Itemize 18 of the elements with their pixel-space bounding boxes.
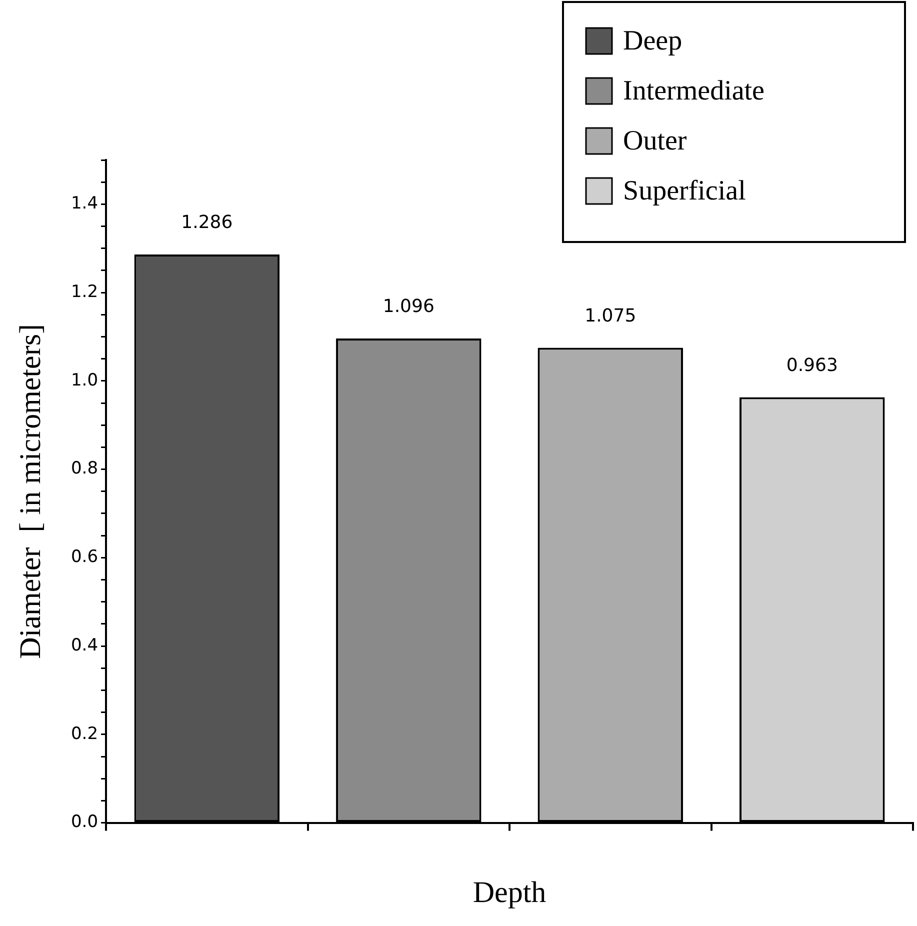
legend-label: Superficial (623, 175, 746, 206)
y-tick-label: 0.2 (70, 724, 98, 744)
data-label: 1.075 (584, 305, 636, 326)
data-label: 0.963 (786, 354, 838, 376)
data-label: 1.286 (181, 212, 233, 234)
legend-label: Intermediate (623, 75, 764, 106)
legend-label: Outer (623, 125, 688, 156)
y-tick-label: 0.8 (70, 458, 98, 479)
y-axis-title: Diameter [ in micrometers] (14, 324, 47, 659)
data-label: 1.096 (382, 296, 434, 318)
y-tick-label: 0.4 (70, 635, 98, 656)
y-tick-label: 1.4 (70, 194, 98, 214)
y-tick-label: 1.0 (70, 370, 98, 390)
y-tick-label: 0.0 (70, 812, 98, 832)
y-tick-label: 1.2 (70, 282, 98, 302)
x-axis-title: Depth (472, 876, 546, 909)
y-tick-label: 0.6 (70, 547, 98, 568)
legend-label: Deep (623, 25, 682, 56)
